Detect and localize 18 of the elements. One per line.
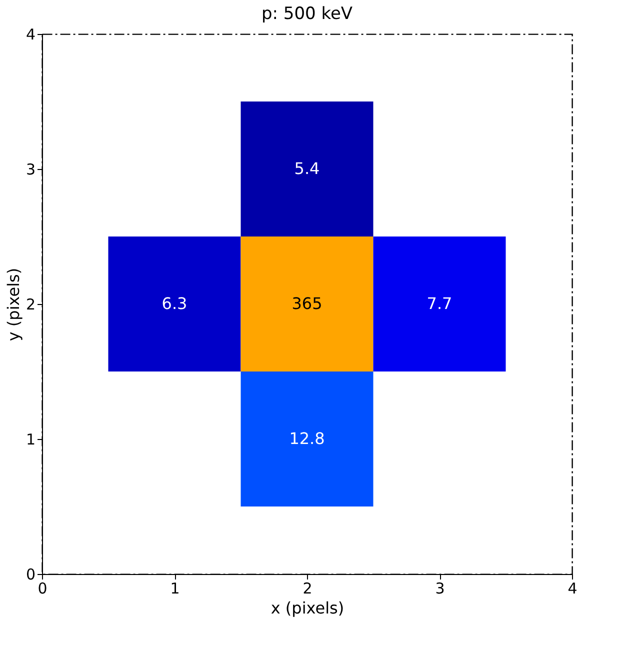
x-tick-label: 1 bbox=[170, 580, 180, 598]
y-tick-label: 2 bbox=[26, 296, 36, 314]
x-axis-title: x (pixels) bbox=[270, 598, 344, 618]
data-label: 365 bbox=[292, 294, 322, 313]
data-label: 7.7 bbox=[426, 294, 452, 313]
x-tick-label: 3 bbox=[435, 580, 445, 598]
y-tick-label: 3 bbox=[26, 160, 36, 178]
y-tick-label: 0 bbox=[26, 566, 36, 584]
data-label: 12.8 bbox=[289, 429, 325, 448]
y-tick-label: 1 bbox=[26, 430, 36, 448]
x-tick-label: 0 bbox=[38, 580, 48, 598]
chart-title: p: 500 keV bbox=[261, 4, 353, 24]
y-axis-title: y (pixels) bbox=[4, 268, 23, 342]
data-label: 6.3 bbox=[162, 294, 188, 313]
data-label: 5.4 bbox=[294, 159, 320, 178]
x-tick-label: 2 bbox=[302, 580, 312, 598]
x-tick-label: 4 bbox=[568, 580, 578, 598]
y-tick-label: 4 bbox=[26, 26, 36, 44]
